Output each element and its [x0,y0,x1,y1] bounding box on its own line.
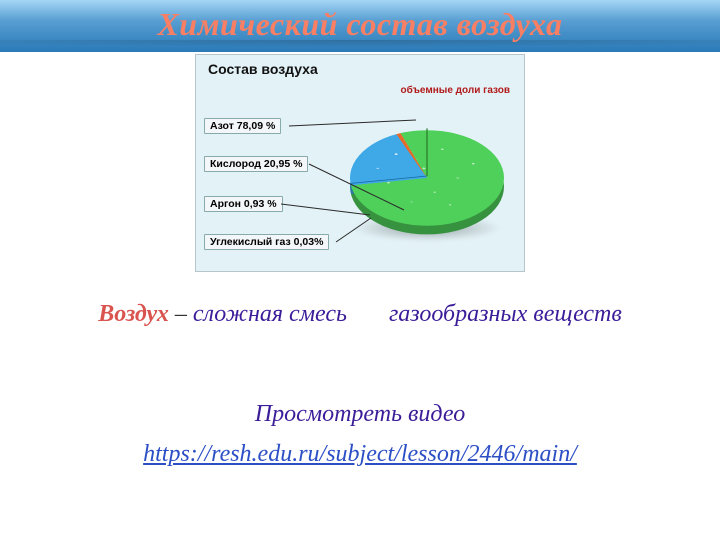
video-link[interactable]: https://resh.edu.ru/subject/lesson/2446/… [143,441,577,467]
slice-label: Углекислый газ 0,03% [204,234,329,250]
slide-title: Химический состав воздуха [0,6,720,43]
chart-subtitle: объемные доли газов [400,85,510,96]
def-part-1: сложная смесь [193,301,347,327]
pie-texture [350,130,504,225]
gap [347,301,389,327]
pie-top [350,130,504,225]
chart-title: Состав воздуха [208,61,318,77]
dash: – [169,301,193,327]
pie-wrap [342,99,512,269]
label-row: Азот 78,09 % [204,117,281,135]
video-prompt: Просмотреть видео [40,398,680,430]
slice-label: Кислород 20,95 % [204,156,308,172]
slice-label: Азот 78,09 % [204,118,281,134]
video-link-row: https://resh.edu.ru/subject/lesson/2446/… [40,438,680,470]
air-composition-chart: Состав воздуха объемные доли газов Азот … [195,54,525,272]
label-row: Углекислый газ 0,03% [204,233,329,251]
definition-text: Воздух – сложная смесь газообразных веще… [40,298,680,330]
slice-label: Аргон 0,93 % [204,196,283,212]
label-row: Аргон 0,93 % [204,195,283,213]
def-part-2: газообразных веществ [389,301,622,327]
label-row: Кислород 20,95 % [204,155,308,173]
term: Воздух [98,301,169,327]
